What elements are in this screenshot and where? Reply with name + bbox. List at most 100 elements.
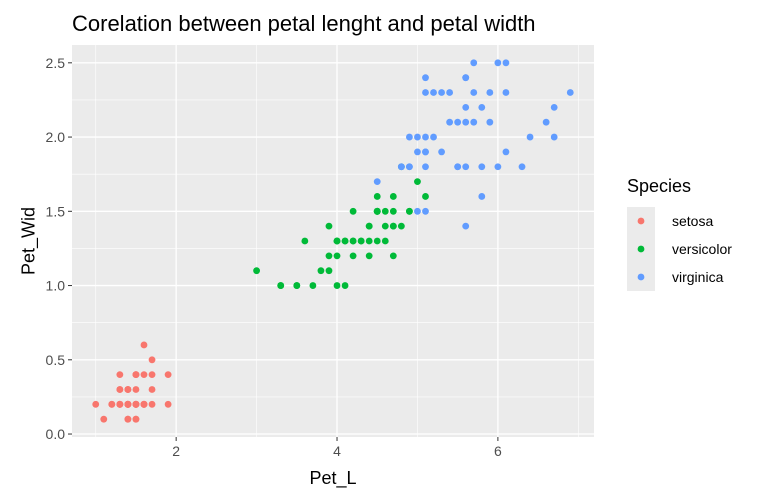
- data-point-versicolor: [389, 193, 397, 200]
- data-point-virginica: [494, 59, 502, 67]
- data-point-versicolor: [341, 282, 349, 289]
- data-point-virginica: [542, 118, 550, 126]
- data-point-setosa: [132, 400, 140, 408]
- data-point-virginica: [462, 222, 470, 230]
- data-point-versicolor: [253, 267, 260, 275]
- data-point-setosa: [148, 400, 156, 408]
- data-point-virginica: [422, 148, 429, 156]
- data-point-virginica: [446, 89, 454, 96]
- grid-minor: [72, 45, 594, 437]
- data-point-virginica: [518, 163, 526, 171]
- data-point-virginica: [470, 59, 478, 67]
- data-point-virginica: [422, 133, 429, 141]
- data-point-virginica: [470, 89, 478, 96]
- data-point-setosa: [100, 415, 108, 423]
- legend: Species setosa versicolor virginica: [627, 176, 732, 291]
- data-point-setosa: [124, 400, 132, 408]
- data-point-virginica: [438, 148, 445, 156]
- data-point-setosa: [116, 386, 124, 393]
- data-point-versicolor: [309, 282, 317, 289]
- data-point-versicolor: [333, 252, 341, 260]
- data-point-versicolor: [373, 193, 381, 200]
- data-point-setosa: [108, 400, 116, 408]
- y-tick-label: 1.0: [46, 278, 66, 294]
- data-point-versicolor: [325, 267, 333, 275]
- plot-panel: [72, 45, 594, 437]
- data-point-virginica: [470, 118, 478, 126]
- data-point-versicolor: [414, 178, 421, 186]
- data-point-versicolor: [381, 237, 389, 245]
- data-point-virginica: [462, 74, 470, 82]
- data-point-setosa: [140, 400, 148, 408]
- data-point-setosa: [140, 371, 148, 379]
- data-point-versicolor: [397, 222, 405, 230]
- y-tick-label: 0.5: [46, 352, 66, 368]
- data-point-versicolor: [422, 193, 429, 200]
- data-point-versicolor: [333, 282, 341, 289]
- legend-key-virginica: [637, 273, 645, 281]
- data-point-versicolor: [389, 222, 397, 230]
- y-tick-label: 2.0: [46, 129, 66, 145]
- legend-key-setosa: [637, 217, 645, 225]
- data-point-setosa: [132, 386, 140, 393]
- y-tick-label: 1.5: [46, 203, 66, 219]
- data-point-versicolor: [333, 237, 341, 245]
- data-point-virginica: [462, 118, 470, 126]
- legend-key-versicolor: [637, 245, 645, 253]
- grid-major: [72, 45, 594, 437]
- data-point-versicolor: [389, 252, 397, 260]
- data-point-virginica: [478, 193, 486, 200]
- data-point-setosa: [132, 371, 140, 379]
- legend-label-versicolor: versicolor: [672, 241, 732, 257]
- data-point-versicolor: [325, 222, 333, 230]
- data-point-setosa: [116, 400, 124, 408]
- data-point-virginica: [422, 74, 429, 82]
- data-point-virginica: [550, 133, 558, 141]
- legend-label-setosa: setosa: [672, 213, 713, 229]
- y-tick-label: 0.0: [46, 426, 66, 442]
- data-point-virginica: [494, 163, 502, 171]
- data-point-versicolor: [357, 237, 365, 245]
- data-point-virginica: [486, 118, 494, 126]
- data-point-versicolor: [406, 207, 413, 215]
- data-point-virginica: [462, 163, 470, 171]
- data-point-virginica: [422, 163, 429, 171]
- data-point-virginica: [406, 163, 413, 171]
- data-point-virginica: [446, 118, 454, 126]
- data-point-versicolor: [381, 207, 389, 215]
- data-point-versicolor: [373, 237, 381, 245]
- data-point-versicolor: [365, 237, 373, 245]
- data-point-virginica: [397, 163, 405, 171]
- data-point-virginica: [502, 59, 510, 67]
- data-point-virginica: [373, 178, 381, 186]
- data-point-setosa: [116, 371, 124, 379]
- data-point-versicolor: [349, 207, 357, 215]
- data-point-versicolor: [373, 207, 381, 215]
- data-point-versicolor: [349, 237, 357, 245]
- data-point-virginica: [414, 207, 421, 215]
- x-axis-title: Pet_L: [309, 468, 356, 489]
- x-tick-label: 4: [333, 443, 341, 459]
- data-point-versicolor: [389, 207, 397, 215]
- chart-title: Corelation between petal lenght and peta…: [72, 11, 536, 36]
- data-point-virginica: [454, 163, 462, 171]
- data-point-virginica: [454, 118, 462, 126]
- data-point-virginica: [502, 148, 510, 156]
- data-point-versicolor: [301, 237, 309, 245]
- data-point-setosa: [124, 386, 132, 393]
- y-axis: 0.0 0.5 1.0 1.5 2.0 2.5: [46, 55, 72, 442]
- data-point-virginica: [414, 148, 421, 156]
- data-point-versicolor: [381, 222, 389, 230]
- x-tick-label: 2: [172, 443, 180, 459]
- x-tick-label: 6: [494, 443, 502, 459]
- data-point-virginica: [430, 89, 437, 96]
- data-point-virginica: [566, 89, 574, 96]
- data-point-versicolor: [365, 252, 373, 260]
- data-point-virginica: [430, 133, 437, 141]
- data-point-versicolor: [349, 252, 357, 260]
- data-point-versicolor: [317, 267, 325, 275]
- data-point-virginica: [478, 103, 486, 111]
- legend-title: Species: [627, 176, 691, 196]
